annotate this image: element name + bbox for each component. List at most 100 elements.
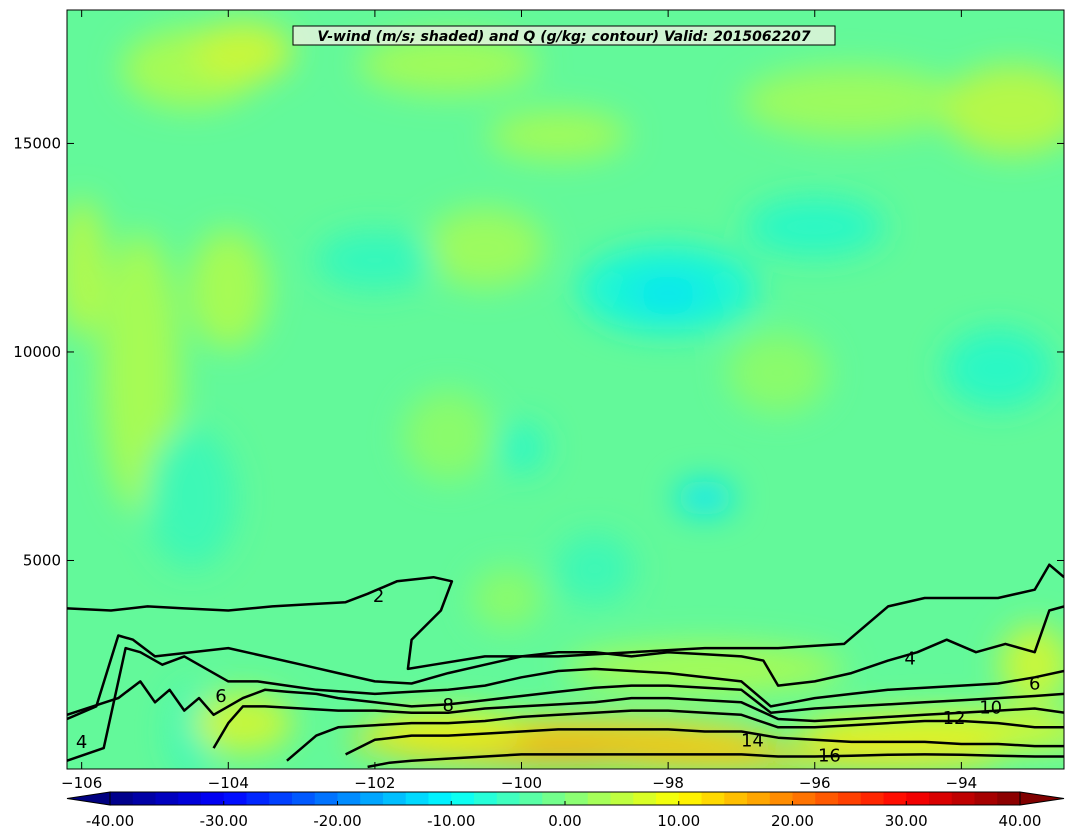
contour-q6	[67, 646, 1064, 762]
colorbar-segment	[656, 792, 680, 805]
colorbar-segment	[383, 792, 407, 805]
x-axis: −106 −104 −102 −100 −98 −96 −94	[61, 10, 977, 792]
colorbar-segment	[519, 792, 543, 805]
colorbar-segment	[360, 792, 384, 805]
colorbar-segment	[678, 792, 702, 805]
colorbar-tick-label: 40.00	[999, 812, 1042, 830]
shading-blob	[942, 65, 1064, 156]
shading-blob	[728, 332, 829, 413]
q-contours	[67, 563, 1064, 769]
colorbar-segment	[633, 792, 657, 805]
colorbar-segment	[337, 792, 361, 805]
contour-label: 14	[741, 731, 764, 752]
colorbar-segment	[951, 792, 975, 805]
colorbar-segment	[428, 792, 452, 805]
colorbar-tick-label: -10.00	[427, 812, 475, 830]
shading-blob	[628, 275, 709, 312]
x-tick-label: −104	[208, 774, 249, 792]
x-tick-label: −102	[354, 774, 395, 792]
shading-blob	[146, 427, 237, 568]
colorbar-tick-label: 20.00	[771, 812, 814, 830]
plot-area: 2 4 6 8 10 12 14 16 6 4	[67, 10, 1064, 769]
shading-blob	[496, 422, 547, 473]
shading-blob	[943, 328, 1054, 409]
x-tick-label: −98	[652, 774, 684, 792]
x-tick-label: −96	[799, 774, 831, 792]
shading-blob	[358, 34, 539, 95]
contour-q4	[67, 605, 1064, 721]
shading-blob	[424, 207, 545, 288]
colorbar-segment	[929, 792, 953, 805]
colorbar-segment	[860, 792, 884, 805]
colorbar-tick-label: 0.00	[548, 812, 581, 830]
x-tick-label: −106	[61, 774, 102, 792]
contour-label: 6	[215, 686, 226, 707]
colorbar-tick-label: -20.00	[313, 812, 361, 830]
plot-frame	[66, 9, 1065, 770]
shading-blob	[999, 624, 1064, 705]
colorbar-segment	[747, 792, 771, 805]
colorbar-segment	[246, 792, 270, 805]
colorbar-segment	[701, 792, 725, 805]
shading-blob	[403, 390, 494, 481]
colorbar-segment	[132, 792, 156, 805]
contour-label: 10	[979, 697, 1002, 718]
colorbar-segment	[474, 792, 498, 805]
x-tick-label: −94	[946, 774, 978, 792]
y-tick-label: 10000	[13, 343, 61, 361]
colorbar-segment	[496, 792, 520, 805]
colorbar-segment	[792, 792, 816, 805]
colorbar-segment	[405, 792, 429, 805]
colorbar-segment	[292, 792, 316, 805]
y-tick-label: 15000	[13, 134, 61, 152]
shading-blob	[741, 66, 962, 137]
colorbar-segment	[724, 792, 748, 805]
colorbar-segment	[587, 792, 611, 805]
title-box: V-wind (m/s; shaded) and Q (g/kg; contou…	[292, 25, 836, 46]
colorbar-tick-label: -30.00	[200, 812, 248, 830]
contour-q8	[67, 680, 1064, 717]
contour-q12	[286, 709, 1064, 762]
contour-label: 16	[818, 746, 841, 767]
colorbar-segment	[223, 792, 247, 805]
chart-title: V-wind (m/s; shaded) and Q (g/kg; contou…	[317, 29, 810, 45]
colorbar-segment	[178, 792, 202, 805]
colorbar-segment	[565, 792, 589, 805]
shading-blob	[314, 230, 435, 291]
colorbar-segment	[974, 792, 998, 805]
contour-label: 2	[373, 586, 384, 607]
colorbar-segment	[110, 792, 134, 805]
colorbar-segment	[542, 792, 566, 805]
contour-label: 6	[1029, 674, 1040, 695]
colorbar-segment	[201, 792, 225, 805]
contour-label: 12	[943, 708, 966, 729]
colorbar-segment	[610, 792, 634, 805]
colorbar-extend-max	[1019, 791, 1065, 806]
shading-blob	[488, 110, 629, 161]
contour-label: 4	[904, 648, 915, 669]
contour-q16	[367, 753, 1064, 769]
colorbar-segment	[838, 792, 862, 805]
y-tick-label: 5000	[23, 551, 61, 569]
shading-blob	[471, 568, 542, 629]
colorbar-segment	[906, 792, 930, 805]
shading-blob	[674, 479, 735, 516]
colorbar-segment	[269, 792, 293, 805]
contour-label: 8	[442, 695, 453, 716]
shading-blob	[192, 693, 293, 754]
colorbar-segment	[155, 792, 179, 805]
shading-blob	[192, 21, 293, 82]
colorbar-extend-min	[66, 791, 111, 806]
colorbar-segment	[997, 792, 1021, 805]
v-wind-shading	[67, 21, 1064, 769]
shading-blob	[554, 533, 635, 604]
colorbar-tick-label: -40.00	[86, 812, 134, 830]
contour-label: 4	[76, 732, 87, 753]
x-tick-label: −100	[501, 774, 542, 792]
colorbar: -40.00 -30.00 -20.00 -10.00 0.00 10.00 20.00 30…	[66, 791, 1065, 830]
colorbar-segment	[815, 792, 839, 805]
contour-q10	[212, 696, 1064, 749]
shading-blob	[744, 196, 885, 257]
colorbar-segment	[769, 792, 793, 805]
